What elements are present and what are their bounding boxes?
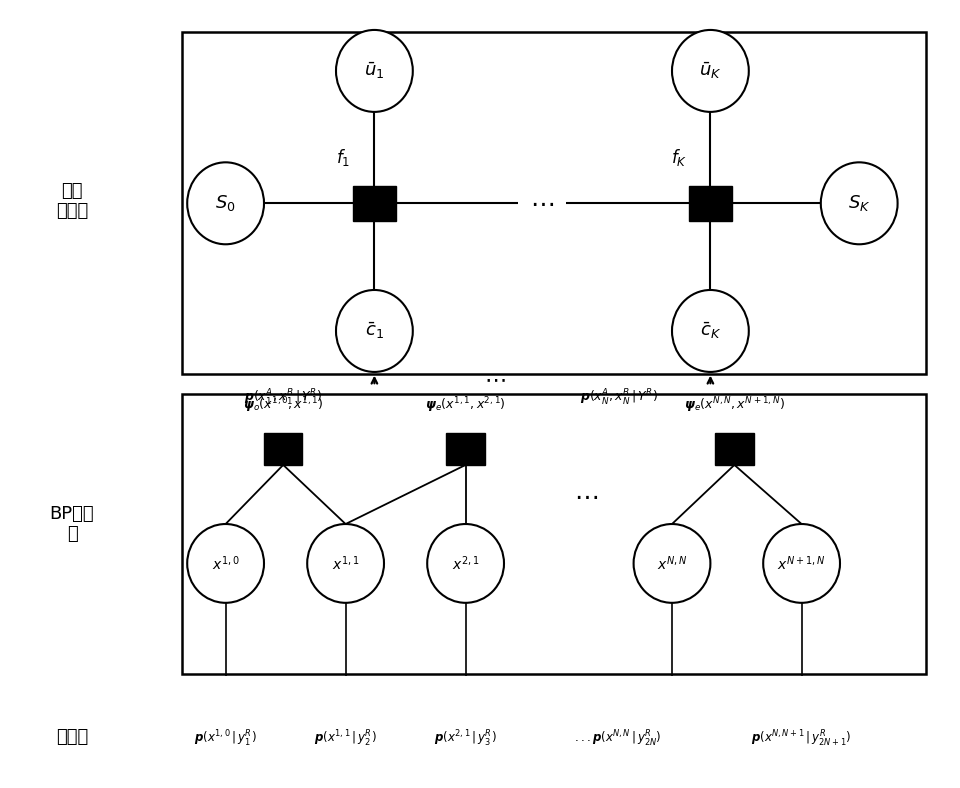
Ellipse shape (634, 524, 710, 603)
Text: 样本层: 样本层 (56, 728, 88, 745)
Text: 网络
编码层: 网络 编码层 (56, 181, 88, 221)
Text: $\cdots$: $\cdots$ (484, 369, 505, 389)
Text: $x^{N,N}$: $x^{N,N}$ (657, 554, 687, 573)
Bar (182, 32, 926, 374)
Text: $\bar{u}_K$: $\bar{u}_K$ (699, 61, 722, 81)
Bar (264, 433, 302, 465)
Ellipse shape (427, 524, 504, 603)
Text: BP算法
层: BP算法 层 (50, 504, 94, 544)
Ellipse shape (821, 162, 898, 244)
Ellipse shape (187, 524, 264, 603)
Text: $\boldsymbol{p}(x^{1,0}\,|\,y_1^R)$: $\boldsymbol{p}(x^{1,0}\,|\,y_1^R)$ (194, 729, 257, 749)
Ellipse shape (672, 290, 749, 372)
Ellipse shape (763, 524, 840, 603)
Ellipse shape (187, 162, 264, 244)
Text: $x^{1,1}$: $x^{1,1}$ (332, 554, 359, 573)
Text: $\boldsymbol{\psi}_e(x^{1,1},x^{2,1})$: $\boldsymbol{\psi}_e(x^{1,1},x^{2,1})$ (425, 396, 506, 414)
Text: $\bar{u}_1$: $\bar{u}_1$ (364, 61, 385, 81)
Text: $f_K$: $f_K$ (671, 147, 686, 168)
Text: $x^{N+1,N}$: $x^{N+1,N}$ (778, 554, 826, 573)
Text: $\boldsymbol{\psi}_e(x^{N,N},x^{N+1,N})$: $\boldsymbol{\psi}_e(x^{N,N},x^{N+1,N})$ (684, 396, 785, 414)
Text: $S_K$: $S_K$ (848, 193, 871, 214)
Text: $f_1$: $f_1$ (336, 147, 349, 168)
Text: $\boldsymbol{\psi}_o(x^{1,0},x^{1,1})$: $\boldsymbol{\psi}_o(x^{1,0},x^{1,1})$ (243, 396, 324, 414)
Bar (446, 433, 485, 465)
Ellipse shape (336, 30, 413, 112)
Text: $\boldsymbol{p}(x^{1,1}\,|\,y_2^R)$: $\boldsymbol{p}(x^{1,1}\,|\,y_2^R)$ (314, 729, 377, 749)
Bar (715, 433, 754, 465)
Ellipse shape (672, 30, 749, 112)
Text: $x^{1,0}$: $x^{1,0}$ (211, 554, 240, 573)
Text: $x^{2,1}$: $x^{2,1}$ (452, 554, 479, 573)
Text: $\cdots$: $\cdots$ (573, 485, 598, 508)
Ellipse shape (307, 524, 384, 603)
Text: $\boldsymbol{p}(x_N^A,x_N^B\,|\,Y^R)$: $\boldsymbol{p}(x_N^A,x_N^B\,|\,Y^R)$ (580, 388, 659, 408)
Text: $...\boldsymbol{p}(x^{N,N}\,|\,y_{2N}^R)$: $...\boldsymbol{p}(x^{N,N}\,|\,y_{2N}^R)… (573, 729, 661, 749)
Bar (689, 186, 732, 221)
Text: $\bar{c}_K$: $\bar{c}_K$ (700, 321, 721, 341)
Ellipse shape (336, 290, 413, 372)
Text: $\boldsymbol{p}(x_1^A,x_1^B\,|\,Y^R)$: $\boldsymbol{p}(x_1^A,x_1^B\,|\,Y^R)$ (244, 388, 323, 408)
Text: $\cdots$: $\cdots$ (530, 191, 555, 215)
Bar (182, 394, 926, 674)
Text: $S_0$: $S_0$ (215, 193, 236, 214)
Text: $\boldsymbol{p}(x^{2,1}\,|\,y_3^R)$: $\boldsymbol{p}(x^{2,1}\,|\,y_3^R)$ (434, 729, 497, 749)
Text: $\bar{c}_1$: $\bar{c}_1$ (365, 321, 384, 341)
Text: $\boldsymbol{p}(x^{N,N+1}\,|\,y_{2N+1}^R)$: $\boldsymbol{p}(x^{N,N+1}\,|\,y_{2N+1}^R… (752, 729, 852, 749)
Bar (353, 186, 396, 221)
